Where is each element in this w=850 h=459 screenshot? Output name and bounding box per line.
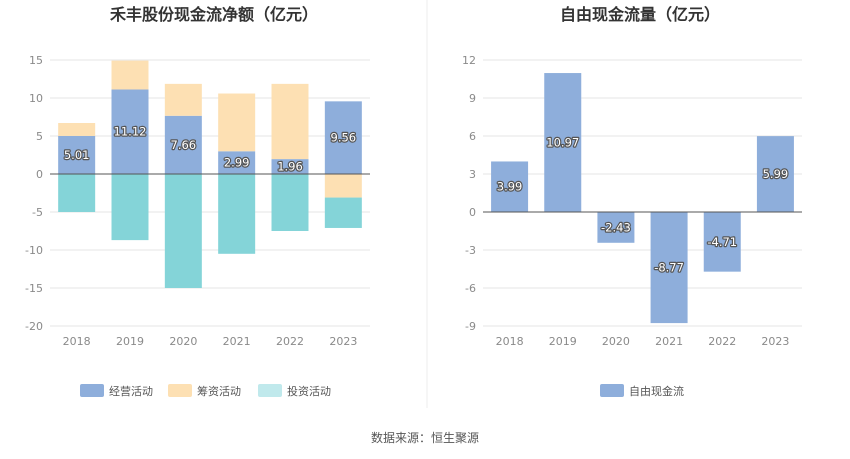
x-tick-label: 2021 — [223, 335, 251, 348]
y-tick-label: 0 — [469, 206, 476, 219]
chart-title-cashflow: 禾丰股份现金流净额（亿元） — [110, 5, 318, 24]
y-tick-label: -10 — [25, 244, 43, 257]
x-tick-label: 2019 — [549, 335, 577, 348]
data-label: 2.99 — [224, 156, 250, 170]
x-tick-label: 2023 — [761, 335, 789, 348]
x-tick-label: 2018 — [63, 335, 91, 348]
y-tick-label: -6 — [465, 282, 476, 295]
bar-2 — [218, 93, 256, 152]
x-tick-label: 2022 — [276, 335, 304, 348]
y-tick-label: 0 — [36, 168, 43, 181]
bar-1 — [491, 161, 529, 212]
bar-1 — [597, 212, 635, 243]
legend-label: 经营活动 — [109, 384, 153, 398]
data-label: 7.66 — [171, 138, 197, 152]
y-tick-label: -9 — [465, 320, 476, 333]
y-tick-label: 12 — [462, 54, 476, 67]
legend-label: 自由现金流 — [629, 384, 684, 398]
x-tick-label: 2020 — [602, 335, 630, 348]
bar-3 — [218, 174, 256, 254]
x-tick-label: 2022 — [708, 335, 736, 348]
legend-swatch — [600, 384, 624, 397]
y-tick-label: 10 — [29, 92, 43, 105]
bar-1 — [756, 136, 794, 212]
y-tick-label: -3 — [465, 244, 476, 257]
y-tick-label: -5 — [32, 206, 43, 219]
data-label: -2.43 — [601, 220, 631, 234]
bar-2 — [164, 83, 202, 116]
legend-label: 筹资活动 — [197, 384, 241, 398]
data-label: 9.56 — [331, 131, 357, 145]
y-tick-label: -20 — [25, 320, 43, 333]
data-label: 5.01 — [64, 148, 90, 162]
bar-3 — [58, 174, 96, 212]
source-footer: 数据来源：恒生聚源 — [371, 430, 479, 445]
bar-1 — [703, 212, 741, 272]
bar-1 — [111, 89, 149, 174]
bar-3 — [164, 174, 202, 288]
data-label: 1.96 — [277, 160, 303, 174]
y-tick-label: 5 — [36, 130, 43, 143]
legend-swatch — [258, 384, 282, 397]
y-tick-label: 3 — [469, 168, 476, 181]
legend-swatch — [80, 384, 104, 397]
bar-2 — [111, 60, 149, 90]
bar-1 — [271, 159, 309, 174]
bar-3 — [324, 197, 362, 228]
legend-swatch — [168, 384, 192, 397]
bar-1 — [58, 135, 96, 174]
free-cashflow-chart: 12 9 6 3 0 -3 -6 -9 2018 2019 2020 2021 2022 2023 3.99… — [462, 54, 802, 398]
bar-3 — [271, 174, 309, 231]
x-tick-label: 2020 — [169, 335, 197, 348]
bar-1 — [324, 101, 362, 174]
bar-2 — [58, 123, 96, 136]
data-label: 5.99 — [763, 167, 789, 181]
bar-1 — [218, 151, 256, 174]
bar-1 — [164, 115, 202, 174]
y-tick-label: -15 — [25, 282, 43, 295]
data-label: 10.97 — [546, 136, 579, 150]
x-tick-label: 2018 — [496, 335, 524, 348]
bar-1 — [544, 73, 582, 213]
data-label: -8.77 — [654, 261, 684, 275]
data-label: -4.71 — [707, 235, 737, 249]
bar-2 — [271, 83, 309, 160]
data-label: 3.99 — [497, 180, 523, 194]
bar-3 — [111, 174, 149, 241]
data-label: 11.12 — [114, 125, 147, 139]
x-tick-label: 2023 — [329, 335, 357, 348]
x-tick-label: 2021 — [655, 335, 683, 348]
y-tick-label: 15 — [29, 54, 43, 67]
x-tick-label: 2019 — [116, 335, 144, 348]
legend-label: 投资活动 — [287, 384, 331, 398]
cashflow-chart: 15 10 5 0 -5 -10 -15 -20 2018 2019 2020 2021 2022 202… — [25, 54, 370, 398]
y-tick-label: 6 — [469, 130, 476, 143]
y-tick-label: 9 — [469, 92, 476, 105]
bar-1 — [650, 212, 688, 324]
bar-2 — [324, 174, 362, 198]
chart-title-free-cashflow: 自由现金流量（亿元） — [560, 5, 720, 24]
